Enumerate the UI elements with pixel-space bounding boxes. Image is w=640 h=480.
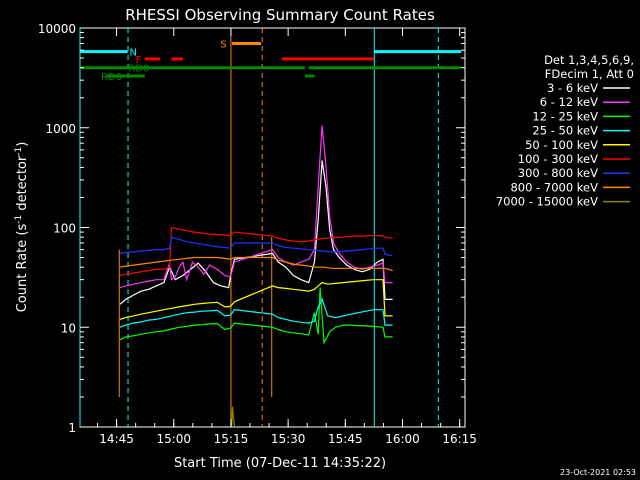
legend-header-line-1: Det 1,3,4,5,6,9,: [544, 53, 634, 67]
legend-label-12-25-kev: 12 - 25 keV: [532, 109, 598, 123]
y-tick-label-10: 10: [61, 321, 76, 335]
y-tick-label-1000: 1000: [45, 122, 76, 136]
series-line-100-300-kev: [119, 226, 393, 277]
y-tick-label-100: 100: [53, 222, 76, 236]
x-tick-label-15-00: 15:00: [156, 432, 191, 446]
y-axis-label-end: ): [15, 142, 30, 147]
series-line-800-7000-kev: [119, 256, 393, 272]
y-axis-label-sup2: -1: [14, 147, 24, 156]
x-tick-label-15-30: 15:30: [271, 432, 306, 446]
x-tick-label-16-00: 16:00: [385, 432, 420, 446]
series-line-300-800-kev: [119, 236, 393, 257]
series-lines: [119, 125, 393, 428]
vertical-markers: [79, 28, 439, 427]
flag-label-s: S: [220, 39, 226, 50]
y-axis-ticks: 1 10 100 1000 10000: [38, 22, 465, 435]
legend-label-800-7000-kev: 800 - 7000 keV: [510, 180, 598, 194]
series-line-3-6-kev: [119, 160, 393, 305]
series-line-7000-15000-kev: [231, 406, 236, 428]
chart-title: RHESSI Observing Summary Count Rates: [125, 6, 435, 24]
legend-label-3-6-kev: 3 - 6 keV: [547, 81, 598, 95]
x-axis-ticks: 14:45 15:00 15:15 15:30 15:45 16:00 16:15: [97, 28, 477, 446]
legend-header-line-2: FDecim 1, Att 0: [545, 67, 634, 81]
legend-label-50-100-kev: 50 - 100 keV: [525, 138, 598, 152]
legend-label-300-800-kev: 300 - 800 keV: [518, 166, 598, 180]
x-tick-label-15-15: 15:15: [214, 432, 249, 446]
y-tick-label-1: 1: [68, 421, 76, 435]
legend-label-6-12-kev: 6 - 12 keV: [540, 95, 598, 109]
plot-frame: [79, 27, 466, 428]
spike-lines: [118, 237, 273, 397]
y-axis-label: Count Rate (s-1 detector-1): [14, 142, 30, 313]
legend: Det 1,3,4,5,6,9, FDecim 1, Att 0 3 - 6 k…: [496, 53, 634, 209]
x-tick-label-15-45: 15:45: [328, 432, 363, 446]
y-axis-label-main: Count Rate (s: [15, 224, 30, 313]
x-axis-label: Start Time (07-Dec-11 14:35:22): [174, 456, 386, 471]
flag-label-f: F: [136, 55, 142, 66]
flag-label-n: N: [130, 48, 137, 59]
legend-label-25-50-kev: 25 - 50 keV: [532, 124, 598, 138]
flag-label-rd0: RD0: [128, 64, 149, 75]
footer-timestamp: 23-Oct-2021 02:53: [560, 468, 636, 477]
legend-label-7000-15000-kev: 7000 - 15000 keV: [496, 195, 598, 209]
series-line-50-100-kev: [119, 279, 393, 320]
x-tick-label-16-15: 16:15: [442, 432, 477, 446]
y-axis-label-mid: detector: [15, 155, 30, 215]
series-line-12-25-kev: [119, 287, 393, 345]
series-line-6-12-kev: [119, 125, 393, 289]
legend-label-100-300-kev: 100 - 300 keV: [518, 152, 598, 166]
y-tick-label-10000: 10000: [38, 22, 76, 36]
x-tick-label-14-45: 14:45: [99, 432, 134, 446]
y-axis-label-sup1: -1: [14, 215, 24, 224]
series-line-25-50-kev: [119, 297, 393, 328]
flag-label-rd6: RD6: [101, 72, 122, 83]
